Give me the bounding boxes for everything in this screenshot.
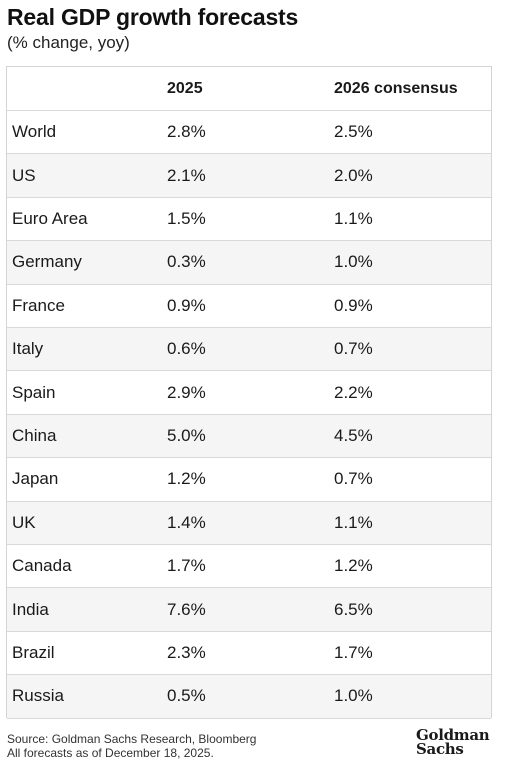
row-value-2026: 1.0% (334, 686, 373, 706)
row-country-label: Italy (12, 339, 44, 359)
row-value-2025: 2.9% (167, 382, 206, 402)
row-value-2025: 2.8% (167, 122, 206, 142)
header-2026-consensus: 2026 consensus (334, 79, 458, 97)
row-value-2026: 1.0% (334, 252, 373, 272)
table-row: China 5.0% 4.5% (7, 414, 491, 459)
forecast-table: 2025 2026 consensus World 2.8% 2.5% US 2.1% 2… (6, 66, 492, 719)
row-value-2026: 2.2% (334, 382, 373, 402)
table-row: US 2.1% 2.0% (7, 154, 491, 198)
row-value-2026: 4.5% (334, 425, 373, 445)
row-value-2026: 0.7% (334, 469, 373, 489)
row-country-label: India (12, 599, 49, 619)
table-row: Russia 0.5% 1.0% (7, 675, 491, 719)
header-2025: 2025 (167, 79, 203, 97)
row-value-2026: 6.5% (334, 599, 373, 619)
row-value-2025: 2.3% (167, 642, 206, 662)
row-value-2025: 1.5% (167, 208, 206, 228)
row-value-2026: 0.7% (334, 339, 373, 359)
date-line: All forecasts as of December 18, 2025. (7, 746, 214, 760)
row-country-label: Russia (12, 686, 64, 706)
row-country-label: Brazil (12, 642, 55, 662)
row-country-label: UK (12, 512, 36, 532)
row-country-label: China (12, 425, 57, 445)
table-row: Italy 0.6% 0.7% (7, 328, 491, 372)
row-value-2026: 1.1% (334, 208, 373, 228)
row-value-2026: 1.1% (334, 512, 373, 532)
table-row: Euro Area 1.5% 1.1% (7, 198, 491, 242)
chart-subtitle: (% change, yoy) (7, 33, 130, 52)
row-country-label: Spain (12, 382, 56, 402)
table-header-row: 2025 2026 consensus (7, 67, 491, 111)
row-value-2025: 5.0% (167, 425, 206, 445)
table-row: Canada 1.7% 1.2% (7, 545, 491, 589)
table-row: Japan 1.2% 0.7% (7, 458, 491, 502)
row-country-label: World (12, 122, 57, 142)
table-row: Brazil 2.3% 1.7% (7, 632, 491, 676)
goldman-sachs-logo: Goldman Sachs (416, 726, 490, 758)
table-row: Spain 2.9% 2.2% (7, 371, 491, 415)
row-value-2025: 1.2% (167, 469, 206, 489)
row-country-label: Euro Area (12, 208, 88, 228)
table-row: UK 1.4% 1.1% (7, 501, 491, 545)
table-row: India 7.6% 6.5% (7, 588, 491, 632)
row-country-label: Japan (12, 469, 59, 489)
row-value-2026: 1.2% (334, 556, 373, 576)
row-country-label: US (12, 165, 36, 185)
table-row: France 0.9% 0.9% (7, 285, 491, 328)
row-country-label: France (12, 295, 65, 315)
row-value-2025: 2.1% (167, 165, 206, 185)
row-value-2025: 1.4% (167, 512, 206, 532)
chart-title: Real GDP growth forecasts (7, 4, 299, 30)
row-value-2026: 0.9% (334, 295, 373, 315)
source-line: Source: Goldman Sachs Research, Bloomber… (7, 732, 257, 746)
table-row: World 2.8% 2.5% (7, 111, 491, 155)
row-value-2026: 2.0% (334, 165, 373, 185)
row-country-label: Germany (12, 252, 82, 272)
row-value-2026: 1.7% (334, 642, 373, 662)
row-value-2025: 0.9% (167, 295, 206, 315)
row-value-2025: 0.5% (167, 686, 206, 706)
row-value-2025: 0.3% (167, 252, 206, 272)
table-row: Germany 0.3% 1.0% (7, 241, 491, 285)
row-value-2025: 0.6% (167, 339, 206, 359)
source-note: Source: Goldman Sachs Research, Bloomber… (7, 732, 256, 760)
row-value-2025: 1.7% (167, 556, 206, 576)
row-value-2025: 7.6% (167, 599, 206, 619)
row-country-label: Canada (12, 556, 72, 576)
row-value-2026: 2.5% (334, 122, 373, 142)
